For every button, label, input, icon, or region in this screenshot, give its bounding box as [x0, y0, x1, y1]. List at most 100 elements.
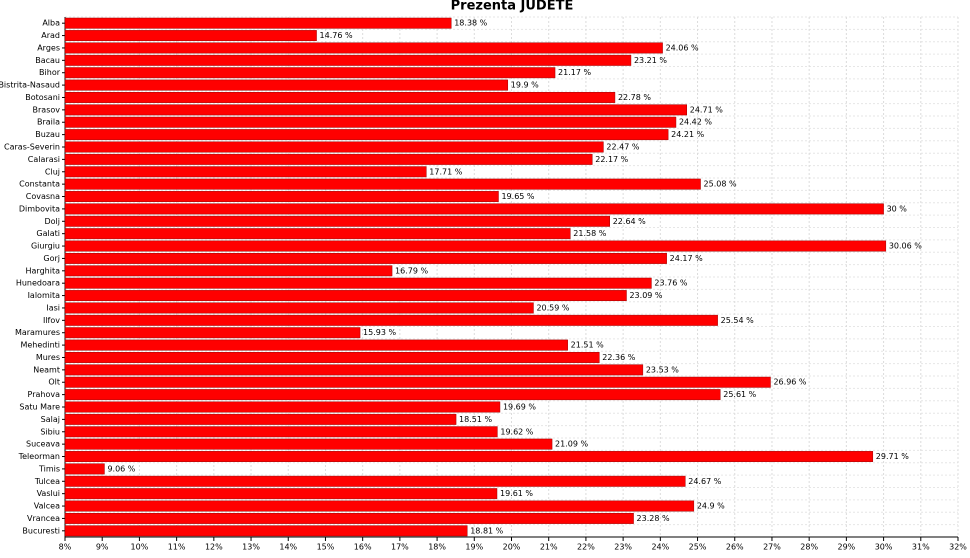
- x-tick-label: 24%: [651, 543, 669, 552]
- value-label: 29.71 %: [876, 452, 909, 461]
- value-label: 24.9 %: [697, 502, 725, 511]
- value-label: 19.69 %: [503, 403, 536, 412]
- y-tick-label: Neamt: [33, 365, 60, 374]
- value-label: 24.06 %: [666, 43, 699, 52]
- bar: [64, 451, 874, 462]
- x-tick-label: 18%: [428, 543, 446, 552]
- y-tick-label: Prahova: [28, 390, 61, 399]
- bar: [64, 314, 718, 326]
- value-label: 23.28 %: [637, 514, 670, 523]
- bar: [64, 500, 695, 512]
- y-tick-label: Dolj: [45, 217, 61, 226]
- value-label: 21.17 %: [558, 68, 591, 77]
- y-tick-label: Timis: [38, 464, 60, 473]
- y-tick-label: Arges: [37, 43, 60, 52]
- x-tick-label: 32%: [949, 543, 967, 552]
- y-tick-label: Ialomita: [28, 291, 61, 300]
- y-tick-label: Vrancea: [27, 514, 60, 523]
- y-tick-label: Gorj: [43, 254, 60, 263]
- y-tick-label: Suceava: [26, 440, 60, 449]
- bar: [64, 512, 634, 524]
- x-tick-label: 29%: [837, 543, 855, 552]
- bar: [64, 215, 610, 227]
- x-tick-label: 17%: [391, 543, 409, 552]
- y-tick-label: Alba: [42, 19, 60, 28]
- y-tick-label: Cluj: [45, 167, 60, 176]
- value-label: 30.06 %: [889, 242, 922, 251]
- y-tick-label: Bacau: [35, 56, 60, 65]
- y-tick-label: Botosani: [25, 93, 60, 102]
- bar: [64, 191, 499, 202]
- bar: [64, 129, 669, 141]
- bar: [64, 30, 317, 42]
- x-tick-label: 10%: [131, 543, 149, 552]
- y-tick-label: Harghita: [26, 266, 61, 275]
- y-tick-label: Caras-Severin: [4, 143, 60, 152]
- y-tick-label: Mehedinti: [20, 341, 60, 350]
- bar: [64, 54, 632, 66]
- value-label: 9.06 %: [107, 464, 135, 473]
- x-tick-label: 26%: [726, 543, 744, 552]
- y-tick-label: Arad: [41, 31, 60, 40]
- x-tick-label: 21%: [540, 543, 558, 552]
- y-tick-label: Buzau: [35, 130, 60, 139]
- y-tick-label: Vaslui: [37, 489, 60, 498]
- value-label: 25.54 %: [721, 316, 754, 325]
- bar: [64, 104, 688, 116]
- value-label: 19.9 %: [511, 81, 539, 90]
- bar: [64, 228, 571, 240]
- value-label: 30 %: [887, 204, 908, 213]
- value-label: 19.62 %: [500, 427, 533, 436]
- y-tick-label: Bihor: [39, 68, 61, 77]
- y-tick-label: Bucuresti: [22, 526, 60, 535]
- value-label: 23.21 %: [634, 56, 667, 65]
- value-label: 24.21 %: [671, 130, 704, 139]
- x-tick-label: 19%: [465, 543, 483, 552]
- x-tick-label: 16%: [354, 543, 372, 552]
- bar: [64, 166, 427, 178]
- bar: [64, 265, 393, 277]
- x-tick-label: 25%: [689, 543, 707, 552]
- bar: [64, 252, 667, 264]
- bar: [64, 438, 553, 450]
- y-tick-label: Teleorman: [18, 452, 60, 461]
- bar: [64, 475, 686, 487]
- y-tick-label: Sibiu: [40, 427, 60, 436]
- value-label: 20.59 %: [536, 303, 569, 312]
- value-label: 22.36 %: [602, 353, 635, 362]
- value-label: 18.81 %: [470, 526, 503, 535]
- bar: [64, 290, 627, 302]
- bar: [64, 178, 701, 190]
- bar: [64, 203, 884, 215]
- bar: [64, 364, 644, 376]
- value-label: 14.76 %: [320, 31, 353, 40]
- y-tick-label: Tulcea: [34, 477, 60, 486]
- x-tick-label: 30%: [875, 543, 893, 552]
- value-label: 24.67 %: [688, 477, 721, 486]
- value-label: 26.96 %: [773, 378, 806, 387]
- bar: [64, 426, 498, 438]
- bar: [64, 240, 887, 252]
- value-label: 23.53 %: [646, 365, 679, 374]
- x-tick-label: 14%: [279, 543, 297, 552]
- bar: [64, 17, 452, 29]
- chart-title: Prezenta JUDETE: [451, 0, 574, 14]
- value-label: 16.79 %: [395, 266, 428, 275]
- y-tick-label: Maramures: [15, 328, 60, 337]
- bar: [64, 376, 771, 388]
- value-label: 24.71 %: [690, 105, 723, 114]
- value-label: 22.47 %: [606, 143, 639, 152]
- y-tick-label: Olt: [48, 378, 60, 387]
- value-label: 23.76 %: [654, 279, 687, 288]
- value-label: 18.51 %: [459, 415, 492, 424]
- value-label: 21.51 %: [571, 341, 604, 350]
- y-tick-label: Constanta: [19, 180, 60, 189]
- y-tick-label: Covasna: [26, 192, 60, 201]
- bar: [64, 141, 604, 153]
- y-tick-label: Brasov: [33, 105, 61, 114]
- bar: [64, 463, 105, 475]
- value-label: 22.17 %: [595, 155, 628, 164]
- y-tick-label: Hunedoara: [16, 279, 60, 288]
- value-label: 18.38 %: [454, 19, 487, 28]
- bar: [64, 153, 593, 165]
